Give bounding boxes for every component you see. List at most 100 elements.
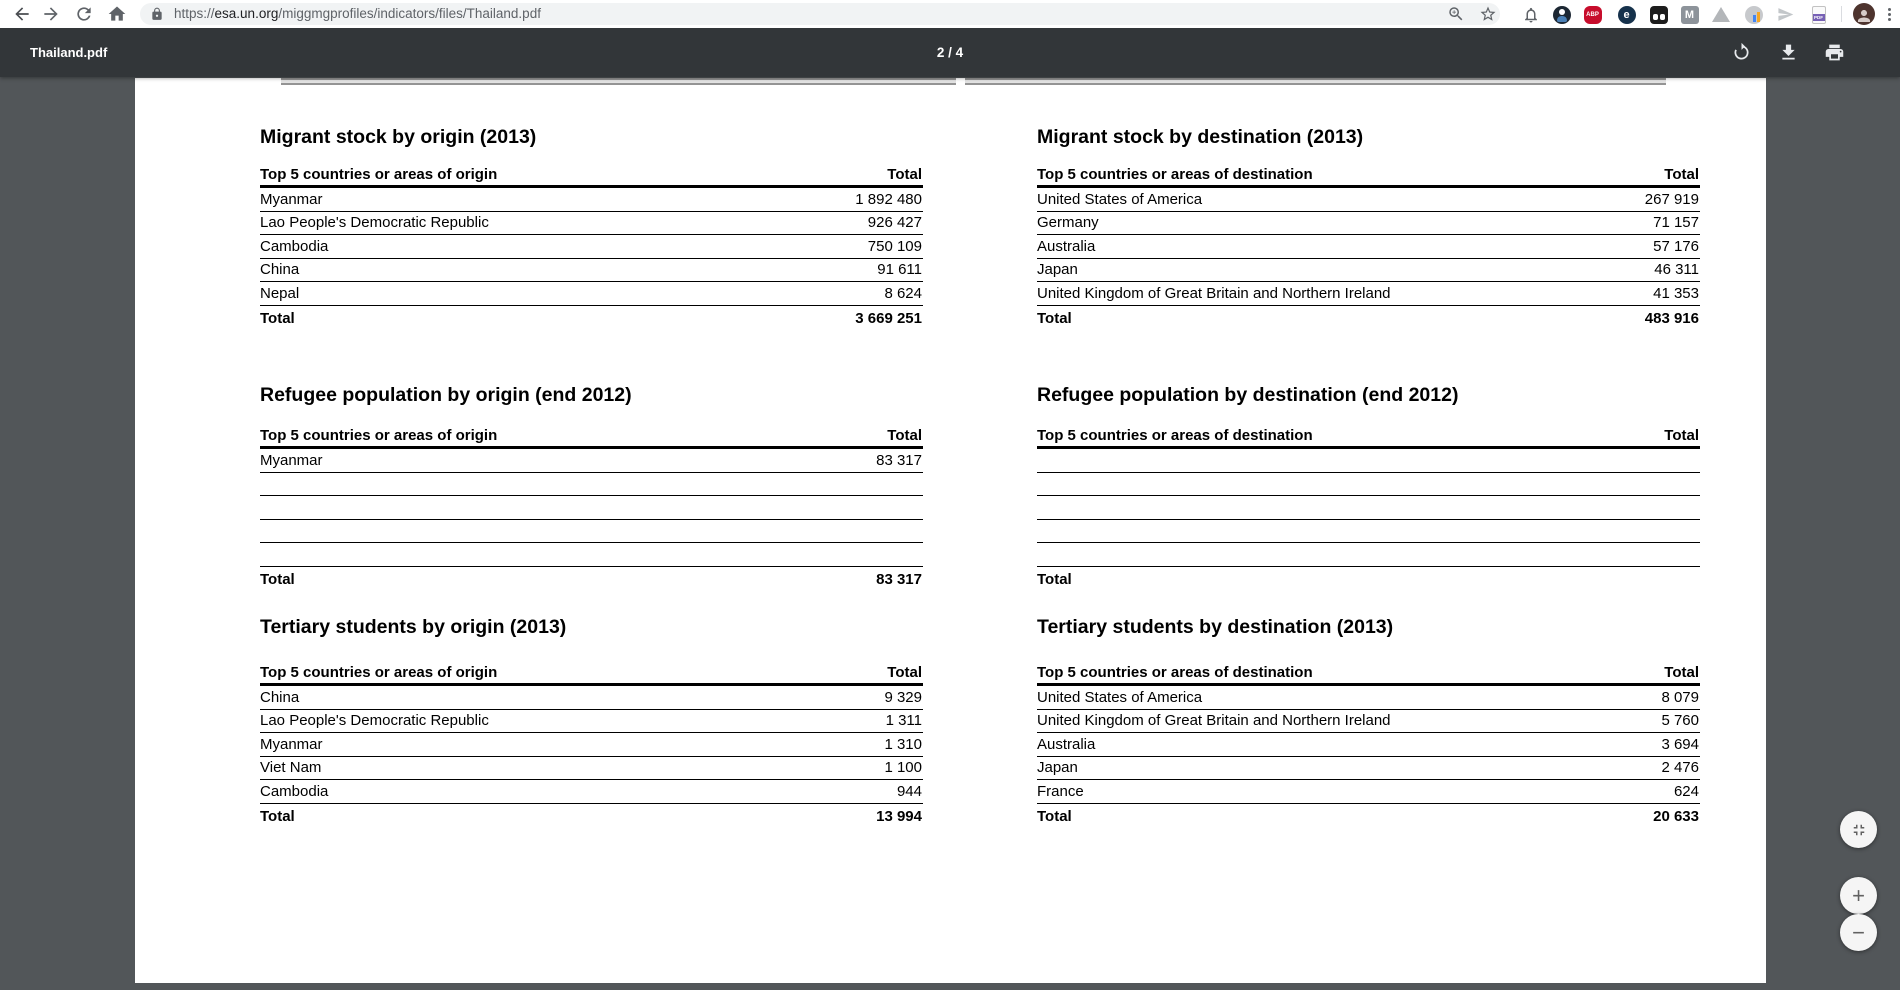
back-button[interactable] — [12, 4, 32, 24]
table-total-row: Total 20 633 — [1037, 804, 1700, 825]
table-empty-row — [1037, 473, 1700, 496]
table-empty-row — [1037, 520, 1700, 543]
section-title-refugee-destination: Refugee population by destination (end 2… — [1037, 384, 1459, 406]
table-row-label: United Kingdom of Great Britain and Nort… — [1037, 712, 1391, 730]
section-title-migrant-destination: Migrant stock by destination (2013) — [1037, 126, 1364, 148]
section-title-tertiary-destination: Tertiary students by destination (2013) — [1037, 616, 1394, 638]
table-total-row: Total 3 669 251 — [260, 306, 923, 327]
table-total-row-label: Total — [260, 807, 295, 825]
forward-button[interactable] — [41, 4, 61, 24]
table-header-row-label: Top 5 countries or areas of origin — [260, 427, 498, 444]
table-total-row: Total 83 317 — [260, 567, 923, 588]
table-row: United Kingdom of Great Britain and Nort… — [1037, 282, 1700, 306]
lock-icon[interactable] — [150, 7, 164, 21]
table-row-label: Cambodia — [260, 782, 329, 800]
table-row-label: United Kingdom of Great Britain and Nort… — [1037, 284, 1391, 302]
table-header-row-value: Total — [1664, 427, 1699, 444]
print-button[interactable] — [1824, 42, 1845, 63]
table-row-label: Japan — [1037, 261, 1078, 279]
domino-extension-icon[interactable] — [1649, 5, 1668, 24]
profile-avatar[interactable] — [1853, 3, 1875, 25]
bell-icon[interactable] — [1521, 5, 1540, 24]
table-tertiary-destination: Top 5 countries or areas of destination T… — [1037, 662, 1700, 825]
url-bar[interactable] — [140, 3, 1500, 25]
e-extension-icon[interactable]: e — [1617, 5, 1636, 24]
zoom-out-button[interactable]: − — [1840, 914, 1877, 951]
drive-extension-icon[interactable] — [1711, 5, 1730, 24]
bookmark-star-icon[interactable] — [1479, 5, 1497, 23]
table-header-row-label: Top 5 countries or areas of destination — [1037, 166, 1313, 183]
table-header-row: Top 5 countries or areas of origin Total — [260, 662, 923, 686]
adblock-extension-icon[interactable]: ABP — [1583, 5, 1602, 24]
table-total-row-value: 13 994 — [876, 807, 922, 825]
rotate-button[interactable] — [1731, 42, 1752, 63]
table-total-row: Total — [1037, 567, 1700, 588]
table-row: Lao People's Democratic Republic 926 427 — [260, 212, 923, 235]
m-extension-icon[interactable]: M — [1680, 5, 1699, 24]
table-total-row-label: Total — [1037, 807, 1072, 825]
table-header-row-value: Total — [887, 427, 922, 444]
table-total-row-value — [1699, 571, 1700, 588]
table-row: Germany 71 157 — [1037, 212, 1700, 235]
stats-extension-icon[interactable] — [1744, 5, 1763, 24]
table-row-value: 624 — [1673, 782, 1699, 800]
table-row: Australia 3 694 — [1037, 733, 1700, 757]
e-label: e — [1617, 5, 1636, 24]
table-migrant-destination: Top 5 countries or areas of destination T… — [1037, 164, 1700, 327]
table-total-row-value: 3 669 251 — [855, 309, 922, 327]
table-row: United States of America 8 079 — [1037, 686, 1700, 710]
table-row-value: 1 310 — [884, 735, 922, 753]
table-row: Japan 2 476 — [1037, 757, 1700, 780]
table-row: United States of America 267 919 — [1037, 188, 1700, 212]
zoom-in-button[interactable]: + — [1840, 877, 1877, 914]
zoom-magnifier-icon[interactable] — [1447, 5, 1465, 23]
home-button[interactable] — [107, 4, 127, 24]
table-row-label: Myanmar — [260, 735, 323, 753]
table-row-label: United States of America — [1037, 688, 1203, 706]
table-total-row-value: 483 916 — [1644, 309, 1699, 327]
table-row-value: 750 109 — [867, 237, 922, 255]
table-row-value: 71 157 — [1653, 214, 1699, 232]
table-row-value: 944 — [896, 782, 922, 800]
reload-icon — [77, 7, 91, 21]
download-button[interactable] — [1778, 42, 1799, 63]
home-icon — [108, 6, 126, 21]
rotate-icon — [1734, 42, 1749, 60]
privacy-extension-icon[interactable] — [1552, 5, 1571, 24]
table-row-value: 3 694 — [1661, 735, 1699, 753]
table-row-value: 91 611 — [877, 261, 922, 279]
adblock-label: ABP — [1583, 5, 1602, 24]
table-row: Cambodia 750 109 — [260, 235, 923, 259]
table-total-row: Total 483 916 — [1037, 306, 1700, 327]
table-row-value: 57 176 — [1653, 237, 1699, 255]
url-text[interactable]: https://esa.un.org/miggmgprofiles/indica… — [174, 0, 541, 28]
table-refugee-origin: Top 5 countries or areas of origin Total M… — [260, 425, 923, 588]
table-row: France 624 — [1037, 780, 1700, 804]
page-indicator[interactable]: 2 / 4 — [936, 45, 964, 60]
table-row: Lao People's Democratic Republic 1 311 — [260, 710, 923, 733]
fit-to-page-button[interactable] — [1840, 811, 1877, 848]
table-header-row-value: Total — [887, 166, 922, 183]
table-tertiary-origin: Top 5 countries or areas of origin Total C… — [260, 662, 923, 825]
table-row: China 9 329 — [260, 686, 923, 710]
table-empty-row — [260, 520, 923, 543]
pdf-extension-icon[interactable]: PDF — [1809, 5, 1828, 24]
table-row-value: 46 311 — [1654, 261, 1699, 279]
paper-plane-extension-icon[interactable] — [1776, 5, 1795, 24]
table-row-label: Nepal — [260, 284, 300, 302]
table-header-row-label: Top 5 countries or areas of origin — [260, 664, 498, 681]
table-total-row-label: Total — [1037, 570, 1072, 588]
table-total-row-label: Total — [1037, 309, 1072, 327]
url-domain: esa.un.org — [214, 6, 279, 21]
table-row-label: Myanmar — [260, 190, 323, 208]
reload-button[interactable] — [74, 4, 94, 24]
table-row-label: Myanmar — [260, 451, 323, 469]
table-migrant-origin: Top 5 countries or areas of origin Total M… — [260, 164, 923, 327]
toolbar-separator — [1841, 6, 1842, 22]
table-row-value: 8 624 — [884, 284, 922, 302]
table-empty-row — [1037, 449, 1700, 473]
browser-menu-icon[interactable] — [1886, 4, 1892, 24]
table-header-row-value: Total — [1664, 166, 1699, 183]
pdf-filename: Thailand.pdf — [30, 45, 108, 60]
section-title-migrant-origin: Migrant stock by origin (2013) — [260, 126, 537, 148]
